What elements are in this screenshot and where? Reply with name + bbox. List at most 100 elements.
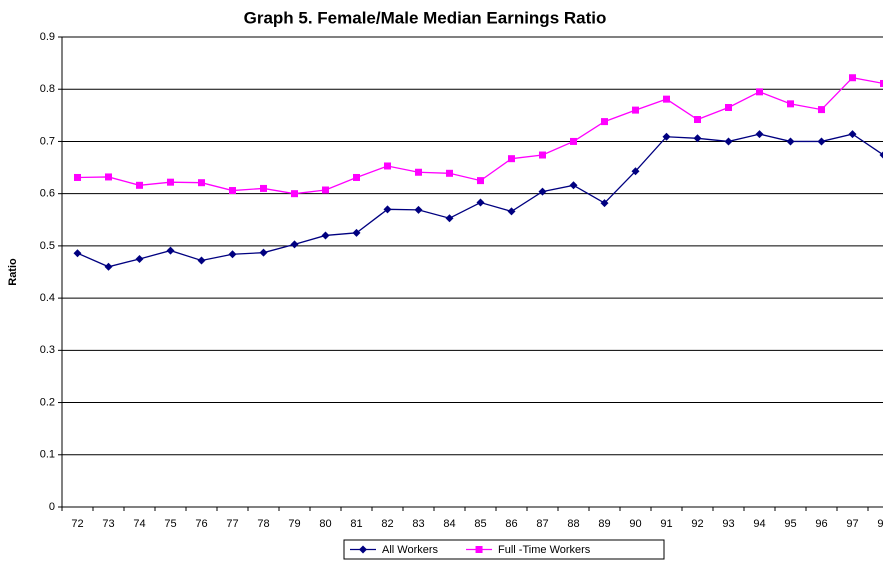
x-tick-label: 91 (660, 518, 672, 530)
x-tick-label: 94 (753, 518, 765, 530)
point (569, 181, 578, 190)
point (73, 249, 82, 258)
point (755, 130, 764, 139)
point (601, 118, 608, 126)
x-tick-label: 78 (257, 518, 269, 530)
x-tick-label: 85 (474, 518, 486, 530)
point (632, 106, 639, 114)
y-tick-label: 0.1 (40, 449, 55, 461)
legend: All Workers Full -Time Workers (343, 539, 665, 560)
x-tick-label: 89 (598, 518, 610, 530)
y-tick-label: 0.4 (40, 292, 55, 304)
x-tick-label: 81 (350, 518, 362, 530)
x-tick-label: 90 (629, 518, 641, 530)
point (477, 177, 484, 185)
point (383, 205, 392, 214)
point (507, 207, 516, 216)
point (538, 187, 547, 196)
x-tick-label: 97 (846, 518, 858, 530)
y-tick-label: 0.6 (40, 188, 55, 200)
point (539, 151, 546, 159)
point (694, 116, 701, 124)
point (508, 155, 515, 163)
point (662, 132, 671, 141)
x-tick-label: 75 (164, 518, 176, 530)
y-tick-label: 0.3 (40, 344, 55, 356)
point (353, 173, 360, 181)
point (415, 168, 422, 176)
point (167, 178, 174, 186)
point (756, 88, 763, 96)
x-tick-label: 82 (381, 518, 393, 530)
point (229, 187, 236, 195)
point (446, 169, 453, 177)
point (725, 104, 732, 111)
y-axis-title: Ratio (7, 258, 19, 286)
point (228, 250, 237, 259)
point (600, 199, 609, 208)
point (384, 162, 391, 170)
point (290, 240, 299, 249)
point (880, 79, 883, 87)
x-tick-label: 96 (815, 518, 827, 530)
point (631, 167, 640, 176)
point (321, 231, 330, 240)
x-tick-label: 77 (226, 518, 238, 530)
y-tick-label: 0.7 (40, 135, 55, 147)
x-tick-label: 88 (567, 518, 579, 530)
point (352, 228, 361, 237)
x-tick-label: 86 (505, 518, 517, 530)
point (445, 214, 454, 223)
x-tick-label: 80 (319, 518, 331, 530)
point (291, 190, 298, 198)
point (359, 545, 367, 554)
point (570, 137, 577, 145)
chart-title: Graph 5. Female/Male Median Earnings Rat… (244, 8, 607, 27)
y-tick-label: 0.5 (40, 240, 55, 252)
point (166, 246, 175, 255)
x-tick-label: 83 (412, 518, 424, 530)
point (818, 106, 825, 114)
x-tick-label: 92 (691, 518, 703, 530)
x-tick-label: 93 (722, 518, 734, 530)
point (786, 137, 795, 146)
point (817, 137, 826, 146)
point (259, 248, 268, 257)
point (197, 256, 206, 265)
point (104, 262, 113, 271)
point (724, 137, 733, 146)
y-tick-label: 0.2 (40, 396, 55, 408)
point (663, 95, 670, 103)
point (105, 173, 112, 181)
point (476, 198, 485, 207)
x-tick-label: 76 (195, 518, 207, 530)
x-tick-label: 95 (784, 518, 796, 530)
point (848, 130, 857, 139)
x-tick-label: 84 (443, 518, 455, 530)
legend-box (343, 539, 665, 560)
point (136, 181, 143, 189)
y-tick-label: 0 (49, 501, 55, 513)
x-tick-label: 74 (133, 518, 145, 530)
point (475, 546, 483, 553)
x-tick-label: 72 (71, 518, 83, 530)
point (135, 254, 144, 263)
point (260, 184, 267, 192)
y-tick-label: 0.8 (40, 83, 55, 95)
point (787, 100, 794, 108)
point (879, 151, 883, 159)
legend-label: Full -Time Workers (498, 544, 591, 556)
point (414, 205, 423, 214)
point (693, 134, 702, 143)
point (74, 173, 81, 181)
point (849, 74, 856, 82)
x-tick-label: 79 (288, 518, 300, 530)
legend-label: All Workers (382, 544, 439, 556)
x-tick-label: 98 (877, 518, 883, 530)
x-tick-label: 73 (102, 518, 114, 530)
point (198, 179, 205, 187)
y-tick-label: 0.9 (40, 31, 55, 43)
point (322, 186, 329, 194)
x-tick-label: 87 (536, 518, 548, 530)
